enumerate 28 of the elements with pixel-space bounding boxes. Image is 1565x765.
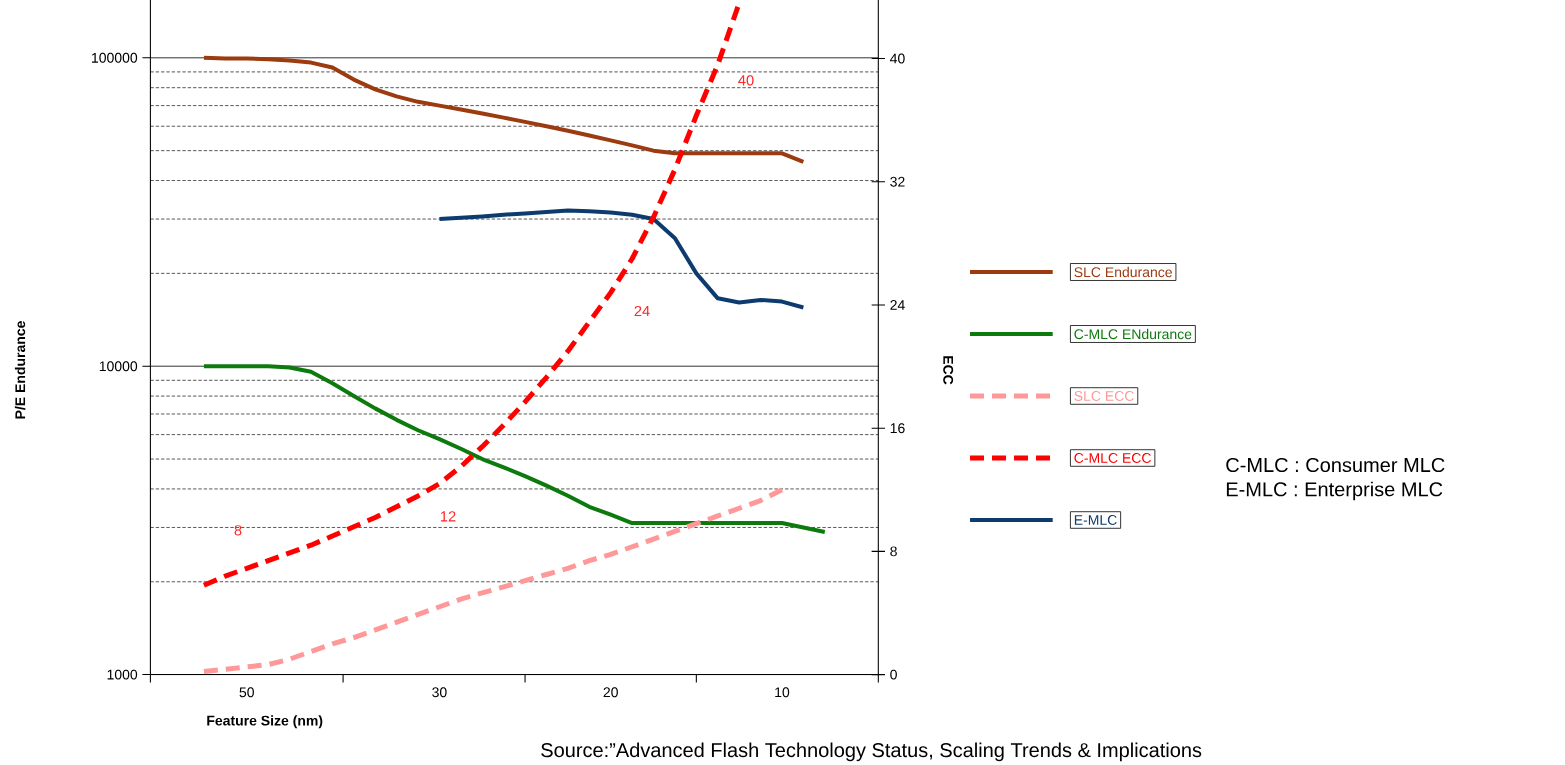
text: C-MLC ECC: [1074, 453, 1151, 463]
y2-tick-label: 24: [890, 300, 905, 310]
x-tick-label: 10: [775, 687, 790, 698]
x-tick-label: 50: [239, 687, 254, 698]
annotation: 24: [634, 305, 650, 317]
y2-tick-label: 40: [890, 53, 905, 64]
y2-tick-label: 16: [890, 423, 905, 434]
x-tick-label: 20: [603, 687, 618, 698]
y2-tick-label: 32: [890, 176, 905, 187]
annotation: 12: [440, 511, 456, 522]
text: SLC Endurance: [1074, 266, 1172, 278]
annotation: 8: [234, 525, 242, 536]
y2-tick-label: 0: [890, 669, 897, 680]
y-axis-title: P/E Endurance: [14, 321, 26, 419]
y2-axis-title: ECC: [943, 356, 954, 385]
y2-tick-label: 8: [890, 546, 897, 557]
text: C-MLC : Consumer MLC: [1226, 457, 1445, 473]
text: SLC ECC: [1074, 391, 1134, 401]
x-tick-label: 30: [432, 687, 447, 698]
y-tick-label: 100000: [92, 52, 138, 63]
text: E-MLC: [1074, 515, 1117, 525]
text: E-MLC : Enterprise MLC: [1226, 481, 1443, 501]
source-note: Source:”Advanced Flash Technology Status, Scaling Trends & Implications: [541, 742, 1202, 762]
annotation: 40: [738, 75, 754, 86]
y-tick-label: 10000: [99, 361, 138, 372]
y-tick-label: 1000: [107, 669, 138, 680]
x-axis-title: Feature Size (nm): [207, 715, 323, 729]
text: C-MLC ENdurance: [1074, 328, 1192, 340]
